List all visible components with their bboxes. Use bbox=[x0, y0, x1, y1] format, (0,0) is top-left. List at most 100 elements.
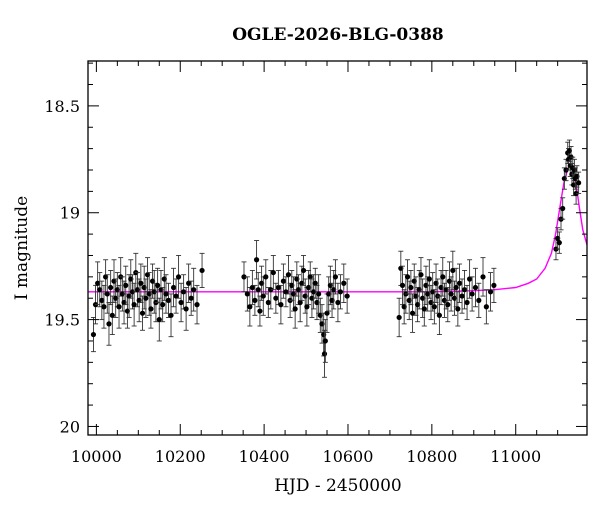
data-point-marker bbox=[304, 304, 310, 310]
data-point-marker bbox=[138, 280, 144, 286]
data-point bbox=[186, 263, 192, 303]
data-point bbox=[104, 274, 110, 314]
data-point-marker bbox=[178, 299, 184, 306]
data-point-marker bbox=[155, 282, 161, 288]
data-point-marker bbox=[399, 282, 406, 288]
data-point-marker bbox=[143, 295, 149, 301]
data-point-marker bbox=[408, 284, 414, 291]
data-point-marker bbox=[106, 321, 112, 327]
data-point bbox=[335, 282, 341, 323]
data-point-marker bbox=[344, 293, 350, 299]
data-point-marker bbox=[335, 299, 341, 306]
data-point bbox=[469, 276, 475, 312]
data-point-marker bbox=[476, 297, 482, 303]
data-point-marker bbox=[445, 302, 451, 308]
data-point-marker bbox=[101, 304, 107, 310]
data-point-marker bbox=[249, 284, 255, 291]
data-point bbox=[131, 282, 137, 327]
data-point bbox=[173, 278, 179, 314]
data-point bbox=[560, 197, 566, 220]
model-curve-layer bbox=[88, 164, 587, 293]
data-point-marker bbox=[181, 289, 187, 295]
data-point-marker bbox=[108, 284, 114, 291]
data-point-marker bbox=[466, 276, 473, 282]
data-point bbox=[450, 250, 456, 291]
data-point bbox=[398, 250, 404, 286]
data-point-marker bbox=[247, 304, 253, 310]
data-point-marker bbox=[268, 287, 274, 293]
data-point-marker bbox=[453, 284, 459, 291]
data-point bbox=[278, 284, 284, 325]
data-point-marker bbox=[480, 274, 486, 280]
data-point-marker bbox=[431, 304, 437, 310]
x-tick-label: 10800 bbox=[406, 447, 457, 466]
data-point bbox=[241, 261, 247, 293]
data-point-marker bbox=[322, 338, 328, 344]
data-point-marker bbox=[257, 308, 263, 314]
ticks-layer bbox=[88, 61, 587, 435]
data-point bbox=[459, 278, 465, 314]
data-point-marker bbox=[312, 280, 318, 286]
data-point bbox=[312, 267, 318, 299]
data-point-marker bbox=[409, 310, 416, 316]
data-point bbox=[466, 259, 473, 299]
data-point bbox=[324, 293, 330, 333]
data-point-marker bbox=[148, 306, 154, 312]
data-point-marker bbox=[571, 167, 578, 173]
data-point bbox=[181, 274, 187, 310]
data-point-marker bbox=[183, 306, 189, 312]
data-point bbox=[464, 284, 470, 321]
data-point bbox=[270, 255, 276, 291]
data-point bbox=[249, 269, 255, 306]
data-point-marker bbox=[283, 289, 289, 295]
data-point bbox=[163, 274, 169, 314]
x-axis-label: HJD - 2450000 bbox=[274, 476, 402, 496]
data-point bbox=[101, 284, 107, 329]
data-point bbox=[90, 317, 97, 353]
data-point-marker bbox=[253, 257, 260, 263]
data-point bbox=[260, 276, 266, 316]
y-tick-label: 20 bbox=[60, 417, 80, 436]
data-point-marker bbox=[436, 312, 442, 318]
data-point-marker bbox=[297, 299, 303, 306]
data-point-marker bbox=[469, 291, 475, 297]
data-point bbox=[455, 291, 461, 327]
data-point-marker bbox=[123, 282, 129, 288]
plot-frame bbox=[87, 60, 588, 436]
data-point-marker bbox=[292, 306, 298, 312]
data-point bbox=[332, 259, 339, 295]
data-point-marker bbox=[139, 310, 146, 316]
data-point bbox=[563, 158, 569, 182]
y-axis-label: I magnitude bbox=[12, 196, 32, 300]
data-point-marker bbox=[456, 280, 463, 286]
data-point-marker bbox=[173, 293, 179, 299]
data-point-marker bbox=[440, 274, 446, 280]
data-point-marker bbox=[576, 180, 582, 186]
data-point bbox=[247, 287, 253, 327]
data-point-marker bbox=[241, 274, 247, 280]
data-point bbox=[472, 267, 479, 308]
data-point bbox=[95, 261, 101, 306]
data-point-marker bbox=[97, 287, 103, 293]
data-point-marker bbox=[280, 278, 287, 284]
data-point bbox=[116, 284, 122, 329]
data-point-marker bbox=[426, 276, 432, 282]
data-point-marker bbox=[199, 267, 205, 274]
x-tick-label: 10200 bbox=[155, 447, 206, 466]
data-point-marker bbox=[487, 289, 494, 295]
data-point-marker bbox=[332, 274, 339, 280]
data-point bbox=[178, 282, 184, 323]
data-point-marker bbox=[491, 282, 497, 288]
data-point-marker bbox=[255, 287, 261, 293]
data-point-marker bbox=[396, 314, 402, 321]
data-point-marker bbox=[563, 167, 569, 173]
data-point bbox=[263, 259, 269, 295]
data-point bbox=[480, 257, 486, 297]
data-point-marker bbox=[560, 205, 566, 212]
x-tick-label: 10600 bbox=[323, 447, 374, 466]
data-point-marker bbox=[131, 302, 137, 308]
data-point-marker bbox=[175, 274, 182, 280]
data-point-marker bbox=[194, 302, 200, 308]
data-point-marker bbox=[99, 297, 105, 303]
